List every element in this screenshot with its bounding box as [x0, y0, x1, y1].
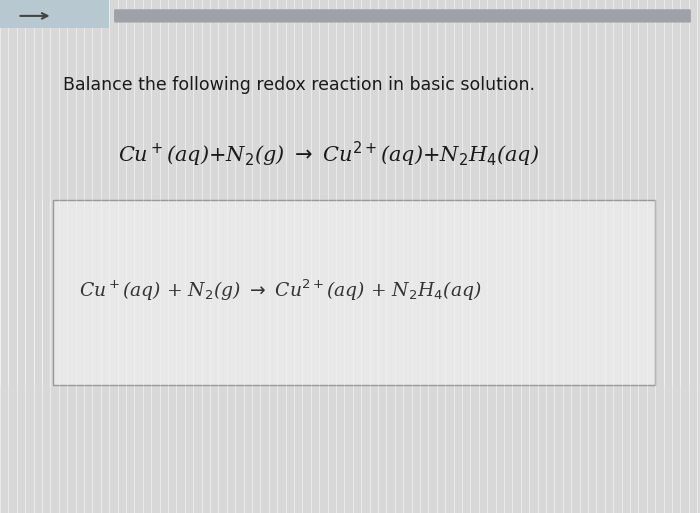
- Text: Balance the following redox reaction in basic solution.: Balance the following redox reaction in …: [63, 75, 535, 94]
- FancyBboxPatch shape: [52, 200, 655, 385]
- Text: Cu$^+$(aq)+N$_2$(g) $\rightarrow$ Cu$^{2+}$(aq)+N$_2$H$_4$(aq): Cu$^+$(aq)+N$_2$(g) $\rightarrow$ Cu$^{2…: [118, 140, 540, 168]
- FancyBboxPatch shape: [114, 9, 691, 23]
- Text: Cu$^+$(aq) + N$_2$(g) $\rightarrow$ Cu$^{2+}$(aq) + N$_2$H$_4$(aq): Cu$^+$(aq) + N$_2$(g) $\rightarrow$ Cu$^…: [78, 277, 482, 303]
- Bar: [0, 0, 108, 28]
